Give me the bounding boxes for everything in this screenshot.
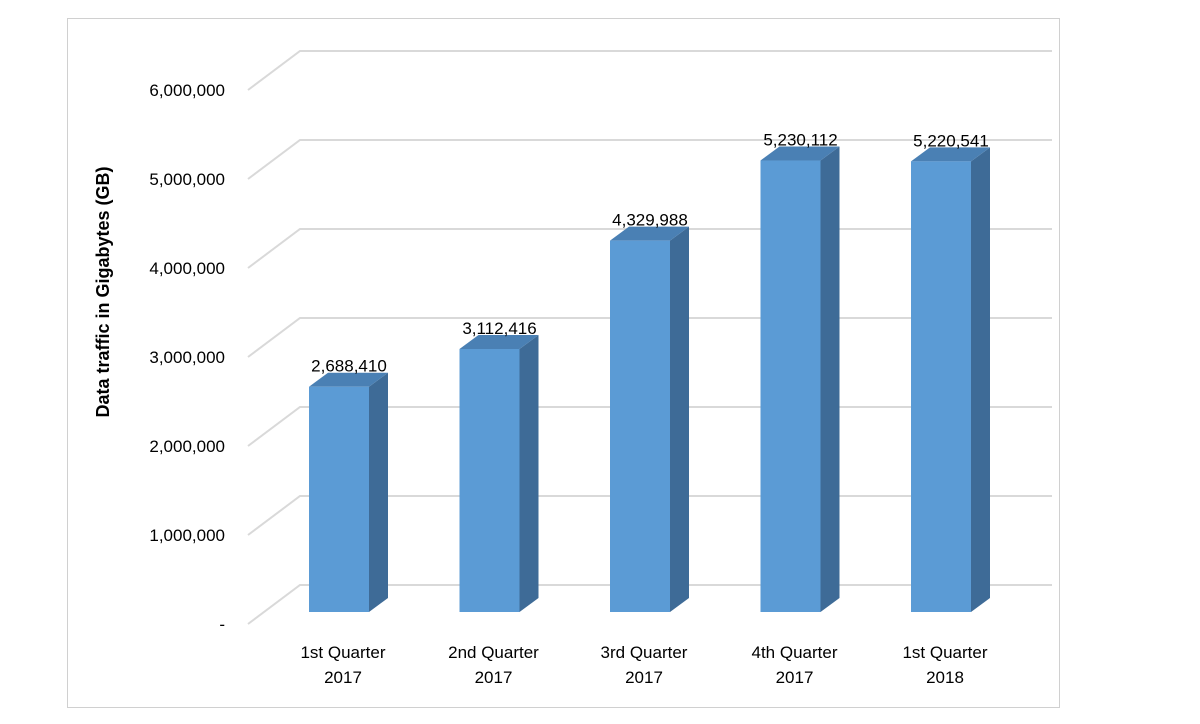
bar-front bbox=[309, 386, 369, 612]
bar-side bbox=[369, 372, 388, 612]
x-category-label: 2nd Quarter bbox=[448, 643, 539, 662]
bars bbox=[309, 146, 990, 613]
y-tick-label: 4,000,000 bbox=[149, 259, 225, 278]
bar-side bbox=[670, 226, 689, 612]
bar-side bbox=[971, 147, 990, 612]
bar-front bbox=[760, 160, 821, 613]
bar bbox=[610, 226, 689, 612]
bar-side bbox=[519, 334, 539, 612]
bar-side bbox=[820, 146, 840, 613]
data-label: 5,230,112 bbox=[763, 131, 837, 150]
bar-top bbox=[459, 334, 539, 349]
x-category-label: 1st Quarter bbox=[300, 643, 385, 662]
x-category-label: 2017 bbox=[324, 668, 362, 687]
gridline bbox=[247, 139, 1052, 180]
bar-front bbox=[459, 348, 520, 612]
y-axis-ticks: - 1,000,000 2,000,000 3,000,000 4,000,000 5,0… bbox=[149, 81, 225, 634]
bar-top bbox=[610, 226, 689, 241]
y-tick-label: 3,000,000 bbox=[149, 348, 225, 367]
data-label: 2,688,410 bbox=[311, 357, 387, 376]
data-labels: 2,688,410 3,112,416 4,329,988 5,230,112 5,22… bbox=[311, 131, 989, 376]
bar-top bbox=[911, 147, 990, 162]
x-category-label: 2017 bbox=[475, 668, 513, 687]
bar bbox=[459, 334, 539, 612]
bar-front bbox=[911, 161, 971, 612]
x-axis-categories: 1st Quarter 2017 2nd Quarter 2017 3rd Quarte… bbox=[300, 643, 987, 687]
gridline bbox=[247, 50, 1052, 91]
data-label: 4,329,988 bbox=[612, 211, 688, 230]
x-category-label: 2018 bbox=[926, 668, 964, 687]
bar bbox=[309, 372, 388, 612]
y-tick-label: - bbox=[219, 615, 225, 634]
bar bbox=[760, 146, 840, 613]
bar-top bbox=[760, 146, 840, 161]
y-axis-title: Data traffic in Gigabytes (GB) bbox=[93, 166, 113, 417]
y-tick-label: 1,000,000 bbox=[149, 526, 225, 545]
x-category-label: 3rd Quarter bbox=[601, 643, 688, 662]
y-tick-label: 5,000,000 bbox=[149, 170, 225, 189]
data-label: 3,112,416 bbox=[462, 319, 536, 338]
data-label: 5,220,541 bbox=[913, 131, 989, 150]
x-category-label: 2017 bbox=[625, 668, 663, 687]
x-category-label: 4th Quarter bbox=[752, 643, 838, 662]
bar-top bbox=[309, 372, 388, 387]
bar-front bbox=[610, 240, 670, 612]
chart-frame bbox=[67, 18, 1060, 708]
y-tick-label: 2,000,000 bbox=[149, 437, 225, 456]
y-tick-label: 6,000,000 bbox=[149, 81, 225, 100]
bar bbox=[911, 147, 990, 612]
x-category-label: 1st Quarter bbox=[902, 643, 987, 662]
x-category-label: 2017 bbox=[776, 668, 814, 687]
